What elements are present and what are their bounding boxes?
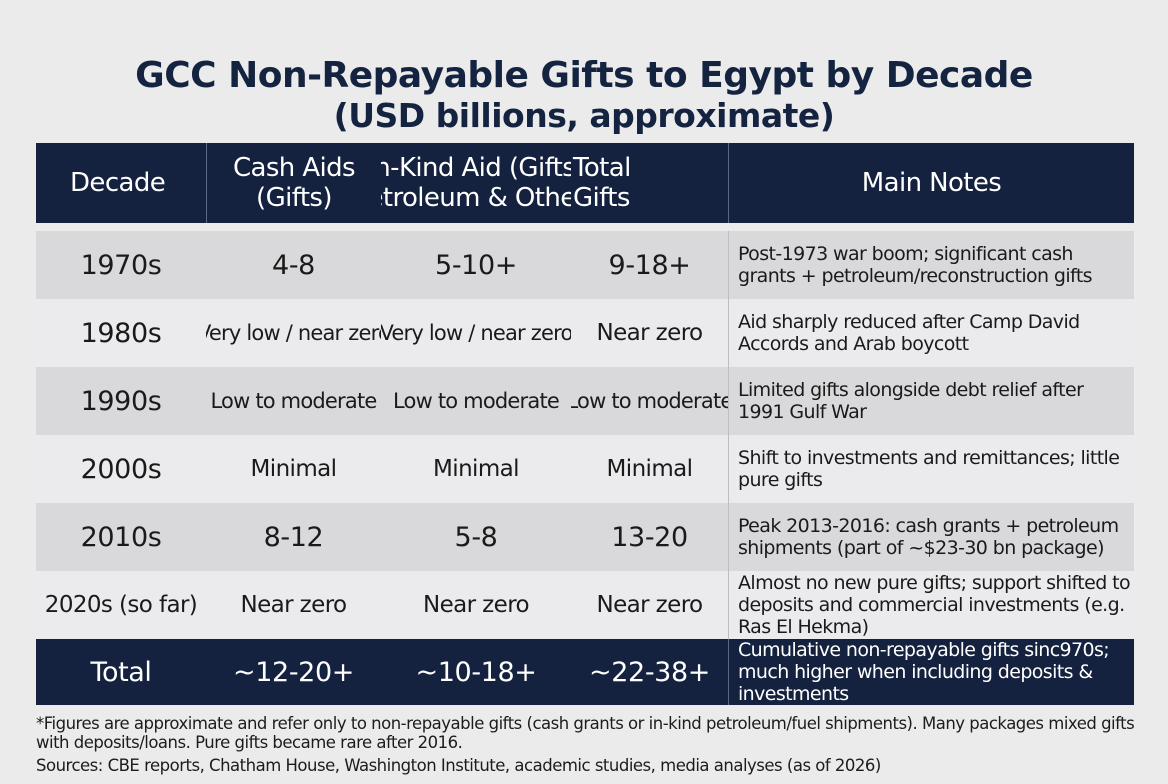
header-gap: [36, 223, 1134, 231]
row-1970s-cash: 4-8: [206, 231, 381, 299]
row-1980s-inkind: Very low / near zero: [381, 299, 571, 367]
row-1990s-decade: 1990s: [36, 367, 206, 435]
row-2020s-cash: Near zero: [206, 571, 381, 639]
header-cash-line2: (Gifts): [256, 183, 333, 213]
header-main-notes: Main Notes: [728, 143, 1134, 223]
row-2020s-inkind: Near zero: [381, 571, 571, 639]
total-row-total: ~22-38+: [571, 639, 728, 705]
row-2000s-cash: Minimal: [206, 435, 381, 503]
total-row-cash: ~12-20+: [206, 639, 381, 705]
page-title: GCC Non-Repayable Gifts to Egypt by Deca…: [135, 55, 1033, 96]
row-2020s-notes: Almost no new pure gifts; support shifte…: [728, 571, 1134, 639]
row-2010s-inkind: 5-8: [381, 503, 571, 571]
row-1980s-total: Near zero: [571, 299, 728, 367]
total-row-inkind: ~10-18+: [381, 639, 571, 705]
page-subtitle: (USD billions, approximate): [333, 96, 835, 135]
sources-line: Sources: CBE reports, Chatham House, Was…: [36, 756, 881, 775]
total-row-notes: Cumulative non-repayable gifts sinc970s;…: [728, 639, 1134, 705]
row-1980s-cash: Very low / near zero: [206, 299, 381, 367]
row-2020s-total: Near zero: [571, 571, 728, 639]
row-2000s-total: Minimal: [571, 435, 728, 503]
row-1990s-inkind: Low to moderate: [381, 367, 571, 435]
row-1980s-decade: 1980s: [36, 299, 206, 367]
header-decade: Decade: [36, 143, 206, 223]
row-2010s-total: 13-20: [571, 503, 728, 571]
row-2010s-cash: 8-12: [206, 503, 381, 571]
row-1980s-notes: Aid sharply reduced after Camp David Acc…: [728, 299, 1134, 367]
footnote: *Figures are approximate and refer only …: [36, 714, 1135, 752]
row-1970s-total: 9-18+: [571, 231, 728, 299]
row-1990s-cash: Low to moderate: [206, 367, 381, 435]
header-total-line1: Total: [573, 153, 631, 183]
row-2010s-notes: Peak 2013-2016: cash grants + petroleum …: [728, 503, 1134, 571]
row-2000s-notes: Shift to investments and remittances; li…: [728, 435, 1134, 503]
total-row-label: Total: [36, 639, 206, 705]
header-total-gifts: Total Gifts: [571, 143, 728, 223]
header-inkind-aid: In-Kind Aid (Gifts) (Petroleum & Others): [381, 143, 571, 223]
header-total-line2: Gifts: [573, 183, 630, 213]
row-1970s-notes: Post-1973 war boom; significant cash gra…: [728, 231, 1134, 299]
header-cash-aids: Cash Aids (Gifts): [206, 143, 381, 223]
row-1990s-notes: Limited gifts alongside debt relief afte…: [728, 367, 1134, 435]
row-2020s-decade: 2020s (so far): [36, 571, 206, 639]
row-2010s-decade: 2010s: [36, 503, 206, 571]
header-inkind-line1: In-Kind Aid (Gifts): [381, 153, 571, 183]
header-cash-line1: Cash Aids: [232, 153, 356, 183]
row-1970s-inkind: 5-10+: [381, 231, 571, 299]
row-1970s-decade: 1970s: [36, 231, 206, 299]
row-2000s-decade: 2000s: [36, 435, 206, 503]
row-2000s-inkind: Minimal: [381, 435, 571, 503]
header-inkind-line2: (Petroleum & Others): [381, 183, 571, 213]
row-1990s-total: Low to moderate: [571, 367, 728, 435]
gifts-table: Decade Cash Aids (Gifts) In-Kind Aid (Gi…: [36, 143, 1134, 705]
